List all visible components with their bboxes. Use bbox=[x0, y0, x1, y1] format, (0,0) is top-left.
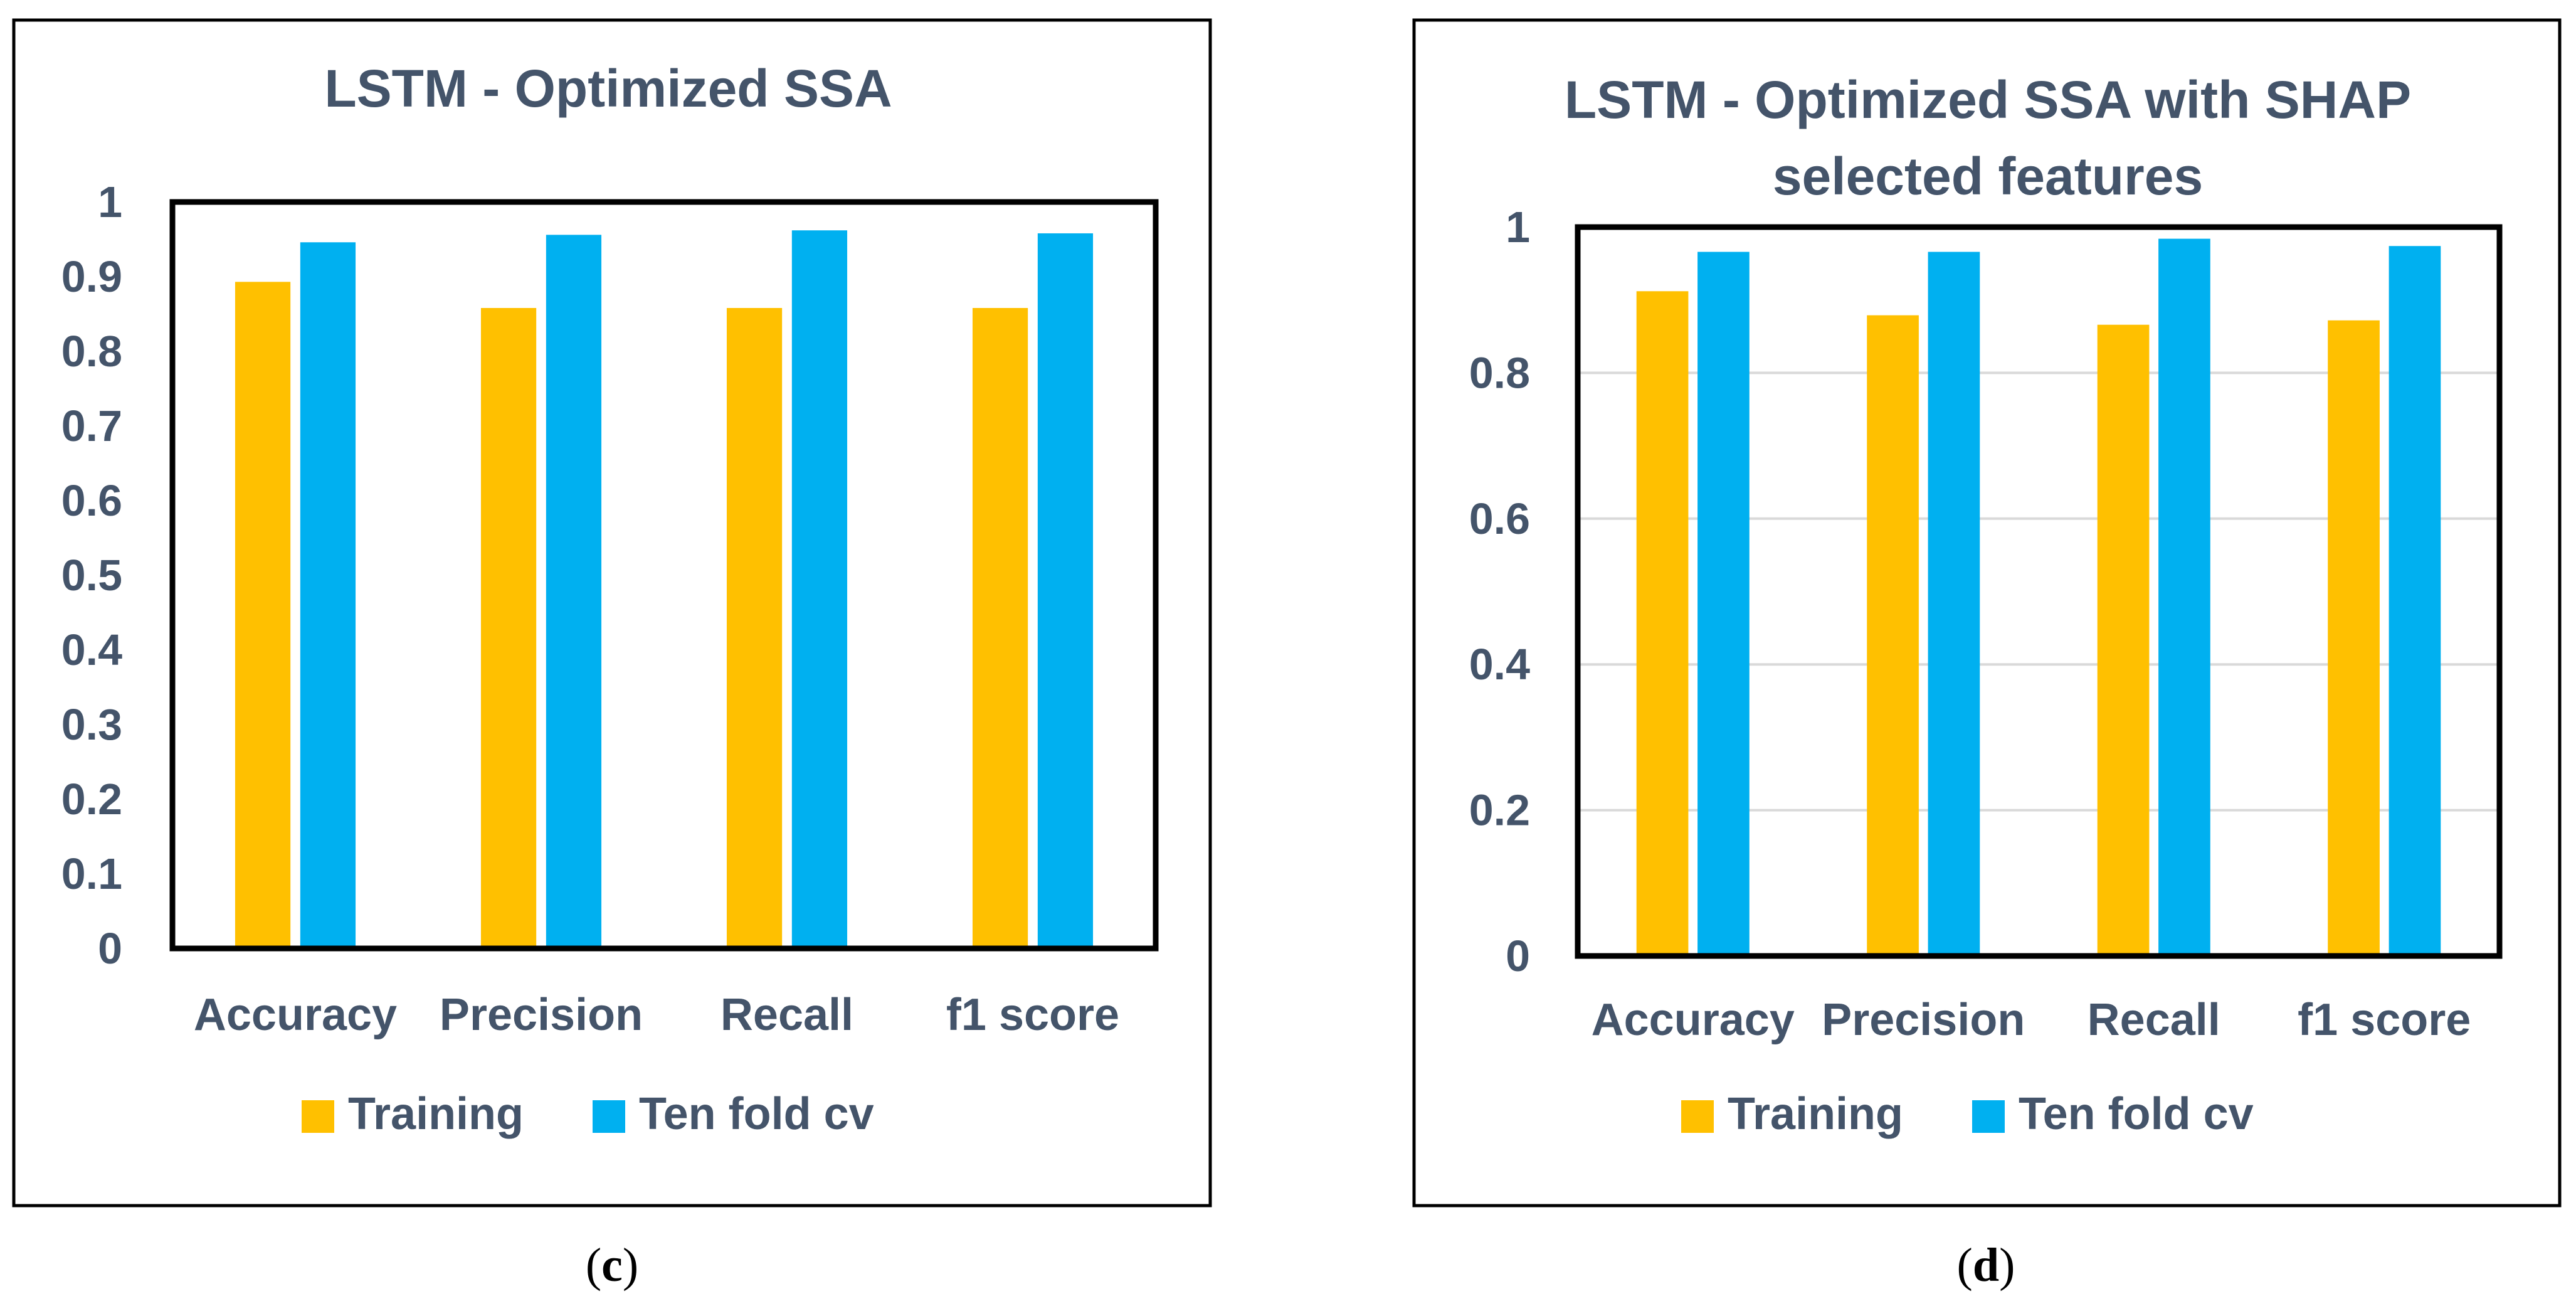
y-tick-label: 0 bbox=[1506, 932, 1530, 980]
bar-ten-fold-cv-accuracy bbox=[300, 242, 356, 948]
panel-caption: (c) bbox=[586, 1239, 638, 1292]
y-tick-label: 0.7 bbox=[61, 401, 122, 450]
x-tick-label: Accuracy bbox=[194, 990, 397, 1040]
y-tick-label: 0.2 bbox=[61, 775, 122, 824]
legend-swatch-training bbox=[302, 1100, 334, 1133]
caption-letter: d bbox=[1973, 1239, 1999, 1292]
y-tick-label: 0.1 bbox=[61, 849, 122, 898]
caption-letter: c bbox=[601, 1239, 623, 1292]
x-tick-label: Accuracy bbox=[1592, 995, 1795, 1045]
y-tick-label: 0.2 bbox=[1469, 786, 1530, 835]
bar-training-precision bbox=[1867, 315, 1919, 956]
plot-area bbox=[1575, 224, 2503, 959]
panel-caption: (d) bbox=[1957, 1239, 2015, 1292]
chart-title: selected features bbox=[1773, 147, 2203, 206]
bar-ten-fold-cv-accuracy bbox=[1697, 252, 1750, 956]
x-tick-label: f1 score bbox=[2298, 995, 2471, 1045]
y-tick-label: 0.6 bbox=[61, 476, 122, 525]
legend-swatch-ten-fold-cv bbox=[593, 1100, 625, 1133]
legend-label-ten-fold-cv: Ten fold cv bbox=[2019, 1089, 2254, 1139]
y-tick-label: 1 bbox=[98, 178, 122, 226]
chart-panel-2: LSTM - Optimized SSA with SHAP selected f… bbox=[1412, 18, 2562, 1208]
y-tick-label: 0.8 bbox=[1469, 348, 1530, 397]
x-tick-label: Precision bbox=[1822, 995, 2025, 1045]
bar-ten-fold-cv-f1-score bbox=[2389, 246, 2441, 956]
bar-training-recall bbox=[726, 307, 783, 949]
chart-title: LSTM - Optimized SSA bbox=[324, 59, 892, 118]
bar-training-f1-score bbox=[2328, 320, 2380, 957]
legend-label-training: Training bbox=[1728, 1089, 1903, 1139]
x-tick-label: Precision bbox=[440, 990, 643, 1040]
caption-close-paren: ) bbox=[1999, 1239, 2015, 1292]
y-tick-label: 0 bbox=[98, 924, 122, 973]
caption-close-paren: ) bbox=[623, 1239, 638, 1292]
bar-ten-fold-cv-recall bbox=[2158, 238, 2210, 956]
y-tick-label: 0.4 bbox=[61, 625, 122, 674]
y-tick-label: 0.3 bbox=[61, 700, 122, 749]
legend-label-training: Training bbox=[348, 1089, 524, 1139]
y-tick-label: 0.9 bbox=[61, 252, 122, 301]
x-tick-label: Recall bbox=[721, 990, 853, 1040]
bar-ten-fold-cv-precision bbox=[546, 235, 602, 948]
legend-swatch-training bbox=[1681, 1100, 1714, 1133]
plot-area bbox=[169, 199, 1159, 952]
bar-ten-fold-cv-recall bbox=[791, 230, 848, 949]
y-tick-label: 0.4 bbox=[1469, 640, 1530, 689]
bar-training-f1-score bbox=[972, 307, 1028, 949]
y-tick-label: 0.6 bbox=[1469, 494, 1530, 543]
x-tick-label: Recall bbox=[2088, 995, 2220, 1045]
bar-ten-fold-cv-f1-score bbox=[1037, 233, 1094, 949]
legend-label-ten-fold-cv: Ten fold cv bbox=[639, 1089, 874, 1139]
x-tick-label: f1 score bbox=[946, 990, 1119, 1040]
chart-panel-1: LSTM - Optimized SSA 0 0.1 0.2 0.3 0.4 0.5 0.6 0… bbox=[12, 18, 1212, 1208]
caption-open-paren: ( bbox=[1957, 1239, 1973, 1292]
y-tick-label: 0.8 bbox=[61, 327, 122, 376]
y-tick-label: 0.5 bbox=[61, 551, 122, 600]
bar-training-accuracy bbox=[1636, 291, 1689, 957]
bar-ten-fold-cv-precision bbox=[1928, 252, 1980, 956]
bar-training-accuracy bbox=[235, 282, 291, 949]
bar-training-precision bbox=[480, 307, 537, 949]
legend: Training Ten fold cv bbox=[1681, 1089, 2254, 1139]
y-tick-label: 1 bbox=[1506, 203, 1530, 252]
legend-swatch-ten-fold-cv bbox=[1972, 1100, 2005, 1133]
legend: Training Ten fold cv bbox=[302, 1089, 874, 1139]
bar-training-recall bbox=[2097, 324, 2150, 956]
caption-open-paren: ( bbox=[586, 1239, 601, 1292]
chart-title: LSTM - Optimized SSA with SHAP bbox=[1565, 70, 2411, 129]
